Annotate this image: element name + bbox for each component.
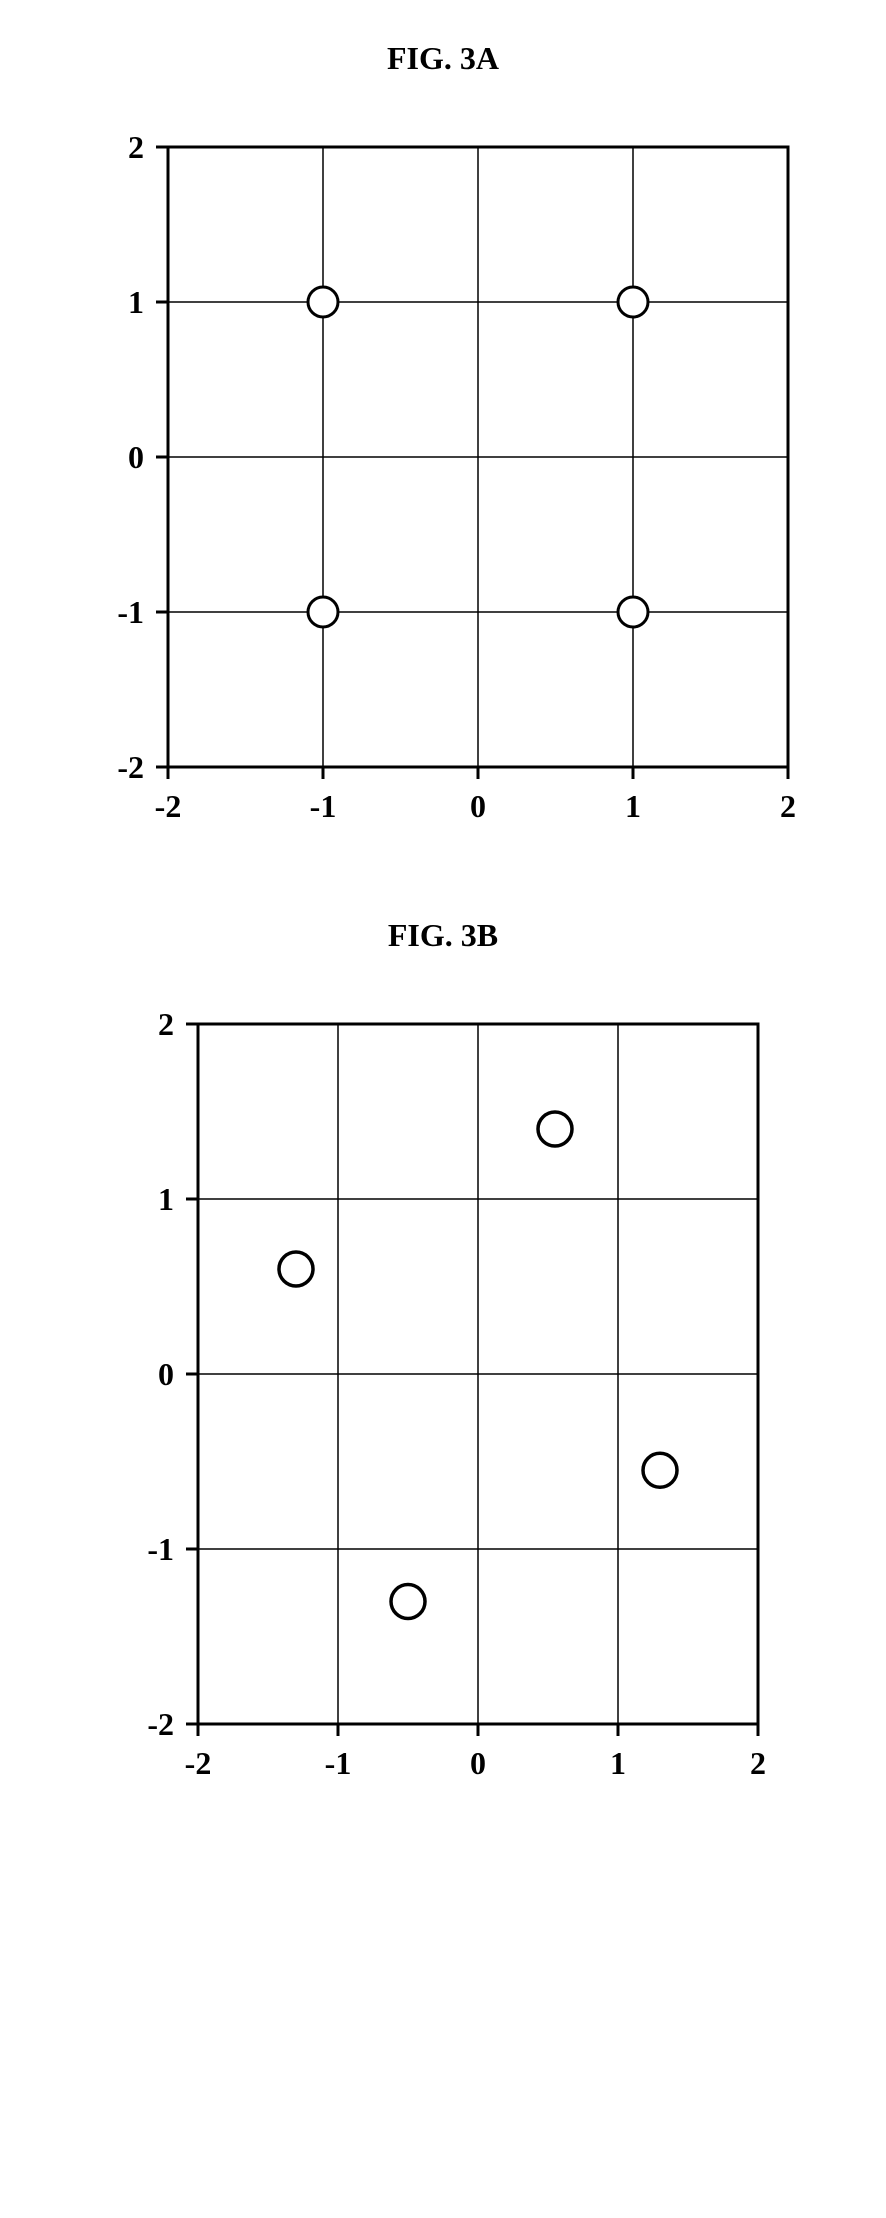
x-tick-label: 2: [750, 1745, 766, 1781]
data-point: [308, 597, 338, 627]
x-tick-label: 2: [780, 788, 796, 824]
y-tick-label: 1: [128, 284, 144, 320]
scatter-plot: -2 -1 0 1 2 -2 -1 0 1 2: [108, 1004, 778, 1794]
x-tick-label: -1: [325, 1745, 352, 1781]
y-tick-label: -1: [147, 1531, 174, 1567]
data-point: [308, 287, 338, 317]
figure-title: FIG. 3A: [387, 40, 499, 77]
scatter-plot: -2 -1 0 1 2 -2 -1 0 1 2: [78, 127, 808, 837]
y-tick-label: -2: [117, 749, 144, 785]
figure-title: FIG. 3B: [388, 917, 498, 954]
y-tick-label: 2: [158, 1006, 174, 1042]
x-tick-label: 1: [625, 788, 641, 824]
figure: FIG. 3A -2 -1 0 1 2 -2 -1 0 1 2: [78, 40, 808, 837]
y-tick-label: -2: [147, 1706, 174, 1742]
data-point: [618, 597, 648, 627]
x-tick-label: -2: [185, 1745, 212, 1781]
plot-background: [108, 1004, 778, 1794]
data-point: [643, 1453, 677, 1487]
x-tick-label: 0: [470, 1745, 486, 1781]
y-tick-label: 1: [158, 1181, 174, 1217]
figure: FIG. 3B -2 -1 0 1 2 -2 -1 0 1 2: [78, 917, 808, 1794]
plot-background: [78, 127, 808, 837]
y-tick-label: -1: [117, 594, 144, 630]
y-tick-label: 0: [128, 439, 144, 475]
y-tick-label: 2: [128, 129, 144, 165]
data-point: [279, 1252, 313, 1286]
x-tick-label: 0: [470, 788, 486, 824]
figures-container: FIG. 3A -2 -1 0 1 2 -2 -1 0 1 2 FIG. 3B -2 -1 0 1 2 -2 -1 0…: [78, 40, 808, 1874]
y-tick-label: 0: [158, 1356, 174, 1392]
data-point: [538, 1112, 572, 1146]
x-tick-label: -2: [155, 788, 182, 824]
data-point: [618, 287, 648, 317]
x-tick-label: 1: [610, 1745, 626, 1781]
data-point: [391, 1585, 425, 1619]
x-tick-label: -1: [310, 788, 337, 824]
